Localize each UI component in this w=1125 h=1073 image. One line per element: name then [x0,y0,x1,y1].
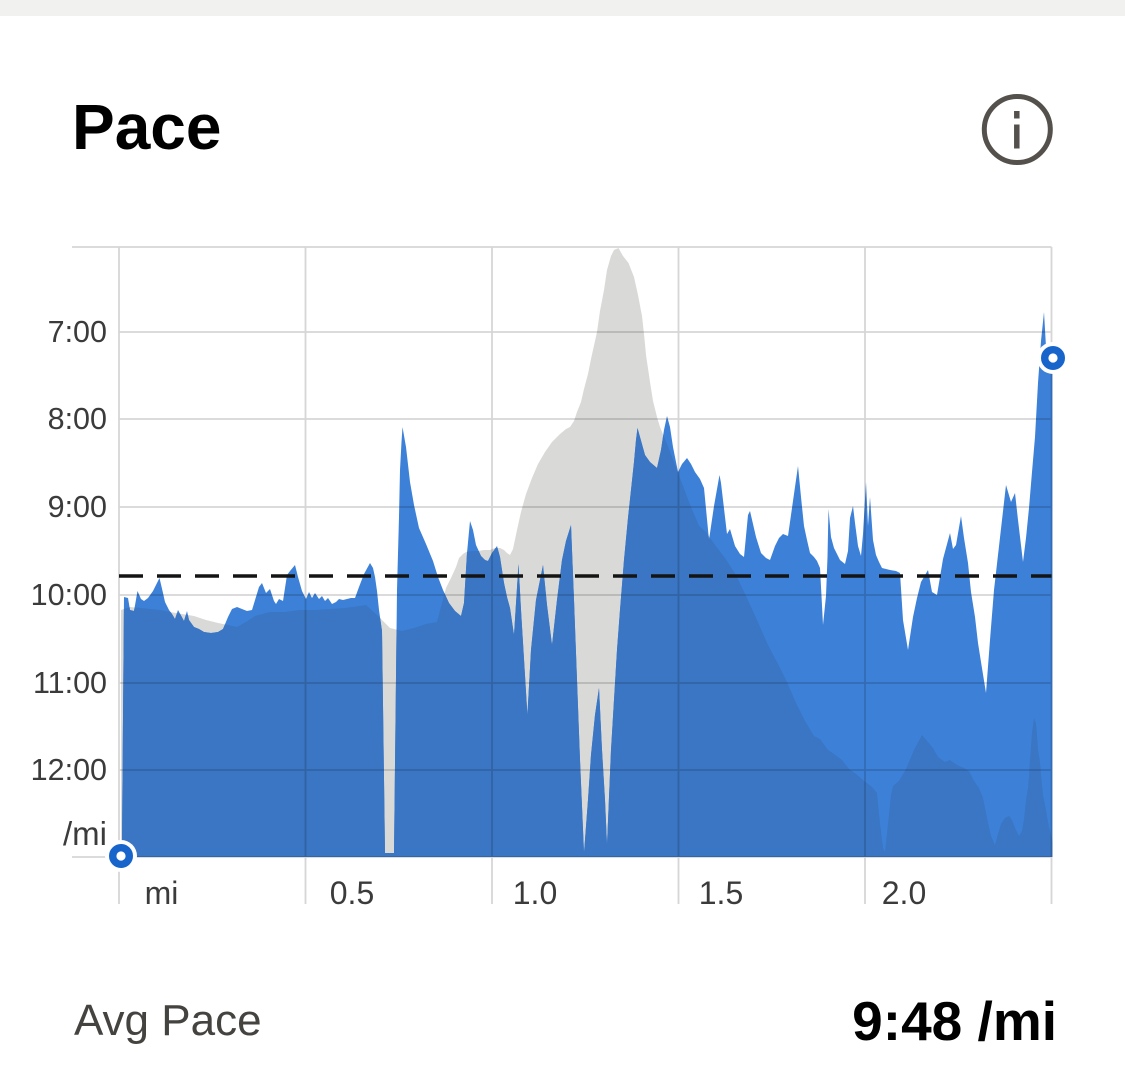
svg-text:0.5: 0.5 [330,875,374,911]
svg-text:2.0: 2.0 [882,875,926,911]
svg-text:10:00: 10:00 [31,578,107,612]
svg-text:11:00: 11:00 [33,666,107,700]
svg-text:1.5: 1.5 [699,875,743,911]
svg-text:/mi: /mi [63,815,107,852]
svg-text:7:00: 7:00 [48,315,107,349]
svg-text:8:00: 8:00 [48,402,107,436]
svg-text:1.0: 1.0 [513,875,557,911]
svg-text:mi: mi [145,875,179,911]
svg-text:9:00: 9:00 [48,490,107,524]
svg-text:12:00: 12:00 [31,753,107,787]
